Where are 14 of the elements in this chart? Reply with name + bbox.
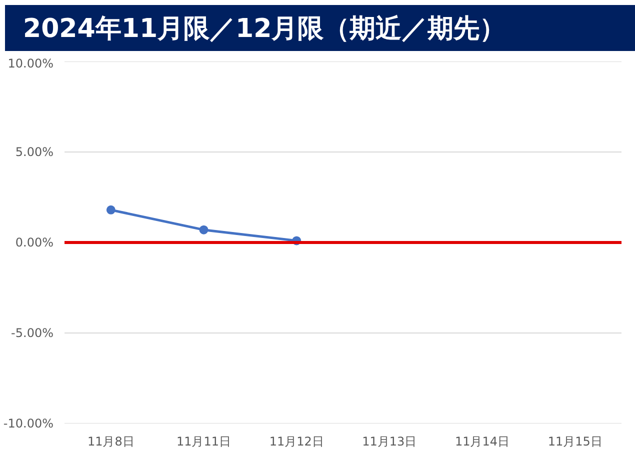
point	[106, 205, 116, 214]
point	[199, 225, 208, 234]
x-tick-label: 11月11日	[176, 434, 232, 448]
x-tick-label: 11月15日	[548, 434, 602, 448]
y-tick-label: -5.00%	[11, 326, 54, 340]
chart-title: 2024年11月限／12月限（期近／期先）	[23, 13, 506, 46]
x-tick-label: 11月8日	[87, 434, 134, 448]
y-tick-label: 10.00%	[8, 56, 54, 70]
y-tick-label: 0.00%	[15, 236, 54, 250]
y-tick-label: -10.00%	[3, 416, 54, 430]
x-tick-label: 11月12日	[269, 434, 324, 448]
x-tick-label: 11月13日	[362, 434, 417, 448]
y-tick-label: 5.00%	[15, 145, 54, 159]
x-tick-label: 11月14日	[454, 434, 510, 448]
